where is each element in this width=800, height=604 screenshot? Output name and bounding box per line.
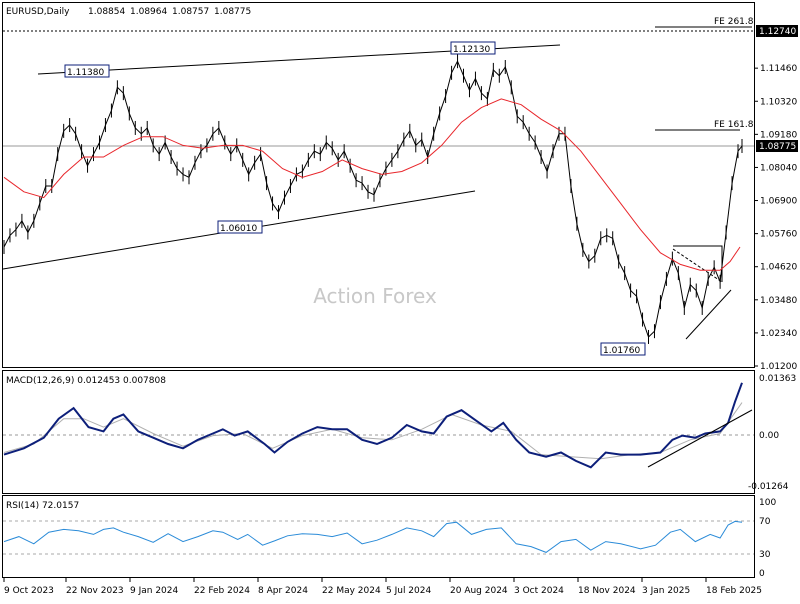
ohlc-open: 1.08854 <box>88 7 125 17</box>
ohlc-high: 1.08964 <box>130 7 167 17</box>
annotation-1-12130: 1.12130 <box>450 41 496 55</box>
x-tick-label: 18 Feb 2025 <box>706 586 762 596</box>
x-tick-label: 22 Feb 2024 <box>194 586 250 596</box>
rsi-tick-30: 30 <box>759 550 771 560</box>
price-label-top: 1.12740 <box>756 25 798 37</box>
rsi-header: RSI(14) 72.0157 <box>6 501 79 511</box>
price-y-axis: 1.11460 1.10320 1.09180 1.08040 1.06900 1.057… <box>754 64 797 372</box>
current-price-badge: 1.08775 <box>756 140 798 152</box>
macd-panel-frame <box>2 370 755 494</box>
price-panel-frame <box>2 2 755 368</box>
price-tick-label: 1.02340 <box>760 329 797 339</box>
moving-average-line <box>3 98 741 271</box>
ohlc-close: 1.08775 <box>214 7 251 17</box>
price-tick-label: 1.04620 <box>760 263 797 273</box>
svg-text:1.01760: 1.01760 <box>603 346 640 356</box>
price-close-line <box>3 60 743 338</box>
rsi-line <box>3 520 743 553</box>
ohlc-low: 1.08757 <box>172 7 209 17</box>
rsi-panel-frame <box>2 495 755 578</box>
macd-tick-zero: 0.00 <box>759 431 779 441</box>
x-tick-label: 5 Jul 2024 <box>386 586 431 596</box>
price-tick-label: 1.08040 <box>760 163 797 173</box>
x-tick-label: 20 Aug 2024 <box>450 586 508 596</box>
triangle-bottom-line <box>685 289 732 340</box>
annotation-1-11380: 1.11380 <box>64 64 110 78</box>
macd-trendline <box>647 409 753 468</box>
symbol-label: EURUSD,Daily <box>6 7 70 17</box>
x-tick-label: 18 Nov 2024 <box>578 586 636 596</box>
x-tick-label: 9 Oct 2023 <box>4 586 54 596</box>
svg-text:1.08775: 1.08775 <box>759 142 796 152</box>
x-tick-label: 3 Oct 2024 <box>514 586 564 596</box>
annotation-1-06010: 1.06010 <box>217 220 263 234</box>
price-tick-label: 1.06900 <box>760 197 797 207</box>
rsi-tick-100: 100 <box>759 498 776 508</box>
svg-text:1.11380: 1.11380 <box>67 68 104 78</box>
svg-text:1.12740: 1.12740 <box>759 27 796 37</box>
svg-text:1.06010: 1.06010 <box>220 224 257 234</box>
macd-signal-line <box>3 402 743 460</box>
rsi-tick-0: 0 <box>759 569 765 579</box>
price-tick-label: 1.10320 <box>760 97 797 107</box>
price-tick-label: 1.11460 <box>760 64 797 74</box>
x-axis: 9 Oct 2023 22 Nov 2023 9 Jan 2024 22 Feb 20… <box>3 578 762 596</box>
macd-header: MACD(12,26,9) 0.012453 0.007808 <box>6 376 166 386</box>
annotation-1-01760: 1.01760 <box>600 342 646 356</box>
svg-text:1.12130: 1.12130 <box>453 45 490 55</box>
x-tick-label: 22 May 2024 <box>322 586 381 596</box>
price-tick-label: 1.09180 <box>760 130 797 140</box>
fe-261-label: FE 261.8 <box>714 17 754 27</box>
price-tick-label: 1.03480 <box>760 296 797 306</box>
macd-tick-bottom: -0.01264 <box>748 482 789 492</box>
macd-line <box>3 382 743 469</box>
fe-161-label: FE 161.8 <box>714 120 754 130</box>
macd-tick-top: 0.01363 <box>759 374 796 384</box>
x-tick-label: 9 Jan 2024 <box>130 586 178 596</box>
watermark: Action Forex <box>313 284 437 308</box>
price-tick-label: 1.05760 <box>760 230 797 240</box>
price-tick-label: 1.01200 <box>760 362 797 372</box>
x-tick-label: 8 Apr 2024 <box>258 586 308 596</box>
rsi-tick-70: 70 <box>759 517 771 527</box>
x-tick-label: 22 Nov 2023 <box>66 586 124 596</box>
x-tick-label: 3 Jan 2025 <box>642 586 690 596</box>
